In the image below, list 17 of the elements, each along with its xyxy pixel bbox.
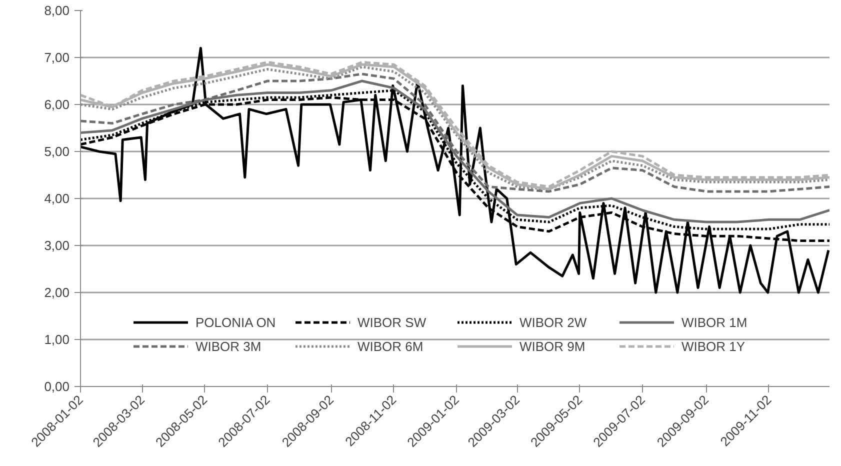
legend-label: WIBOR 6M xyxy=(358,338,424,354)
legend-label: WIBOR 1M xyxy=(682,314,748,330)
legend-label: WIBOR 3M xyxy=(196,338,262,354)
legend-label: POLONIA ON xyxy=(196,314,277,330)
y-tick-label: 3,00 xyxy=(44,238,70,253)
y-tick-label: 0,00 xyxy=(44,379,70,394)
legend-label: WIBOR 9M xyxy=(520,338,586,354)
y-tick-label: 7,00 xyxy=(44,50,70,65)
y-tick-label: 2,00 xyxy=(44,285,70,300)
y-tick-label: 4,00 xyxy=(44,191,70,206)
legend-label: WIBOR 1Y xyxy=(682,338,746,354)
y-tick-label: 5,00 xyxy=(44,144,70,159)
y-tick-label: 1,00 xyxy=(44,332,70,347)
y-tick-label: 8,00 xyxy=(44,3,70,18)
y-tick-label: 6,00 xyxy=(44,97,70,112)
legend-label: WIBOR SW xyxy=(358,314,428,330)
legend-label: WIBOR 2W xyxy=(520,314,588,330)
